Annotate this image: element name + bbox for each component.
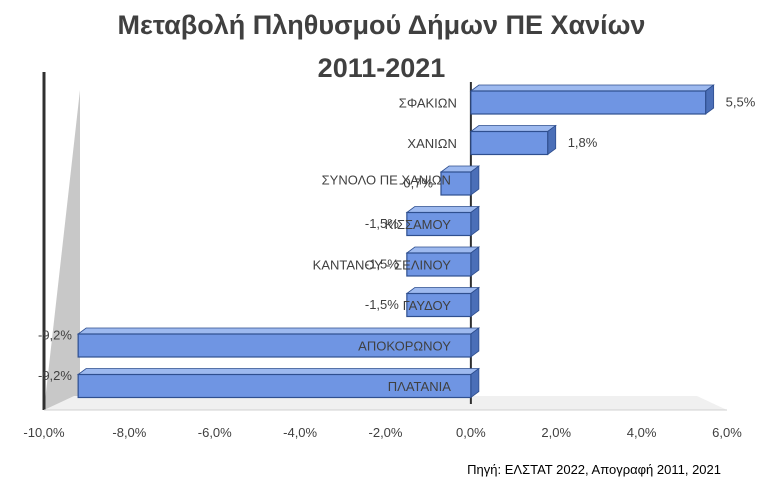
value-label: -1,5% <box>365 257 399 272</box>
value-label: -1,5% <box>365 297 399 312</box>
category-label: ΚΙΣΣΑΜΟΥ <box>385 217 452 232</box>
x-tick-label: 4,0% <box>627 425 657 440</box>
category-label: ΠΛΑΤΑΝΙΑ <box>388 379 451 394</box>
bar <box>406 252 472 277</box>
bar <box>470 90 707 115</box>
x-tick-label: -4,0% <box>283 425 317 440</box>
bar-top-face <box>405 206 481 213</box>
chart-title-line1: Μεταβολή Πληθυσμού Δήμων ΠΕ Χανίων <box>117 10 646 40</box>
x-tick-label: -8,0% <box>112 425 146 440</box>
bar <box>470 130 549 156</box>
x-tick-label: 6,0% <box>712 425 742 440</box>
x-tick-label: 0,0% <box>456 425 486 440</box>
floor <box>44 396 727 410</box>
value-label: 1,8% <box>568 135 598 150</box>
category-label: ΓΑΥΔΟΥ <box>403 298 451 313</box>
value-label: -9,2% <box>38 328 72 343</box>
bar-top-face <box>76 368 481 375</box>
bar <box>440 171 472 196</box>
category-label: ΚΑΝΤΑΝΟΥ - ΣΕΛΙΝΟΥ <box>313 258 452 273</box>
value-label: -0,7% <box>399 176 433 191</box>
bar-top-face <box>405 287 481 294</box>
bar <box>406 292 472 318</box>
bar-top-face <box>469 84 715 92</box>
x-tick-label: -2,0% <box>369 425 403 440</box>
value-label: -1,5% <box>365 216 399 231</box>
x-tick-label: 2,0% <box>541 425 571 440</box>
bar <box>77 333 472 358</box>
bar-top-face <box>469 125 557 132</box>
value-label: 5,5% <box>726 95 756 110</box>
bar-top-face <box>405 246 481 254</box>
bar-top-face <box>76 327 481 335</box>
category-label: ΧΑΝΙΩΝ <box>407 136 456 151</box>
category-label: ΑΠΟΚΟΡΩΝΟΥ <box>358 339 451 354</box>
bar <box>77 373 472 399</box>
source-note: Πηγή: ΕΛΣΤΑΤ 2022, Απογραφή 2011, 2021 <box>467 462 721 477</box>
x-tick-label: -10,0% <box>23 425 65 440</box>
chart-title-line2: 2011-2021 <box>317 53 446 83</box>
category-label: ΣΦΑΚΙΩΝ <box>399 96 457 111</box>
bar <box>406 211 472 237</box>
left-wall <box>44 90 80 410</box>
category-label: ΣΥΝΟΛΟ ΠΕ ΧΑΝΙΩΝ <box>322 173 451 188</box>
x-tick-label: -6,0% <box>198 425 232 440</box>
value-label: -9,2% <box>38 368 72 383</box>
